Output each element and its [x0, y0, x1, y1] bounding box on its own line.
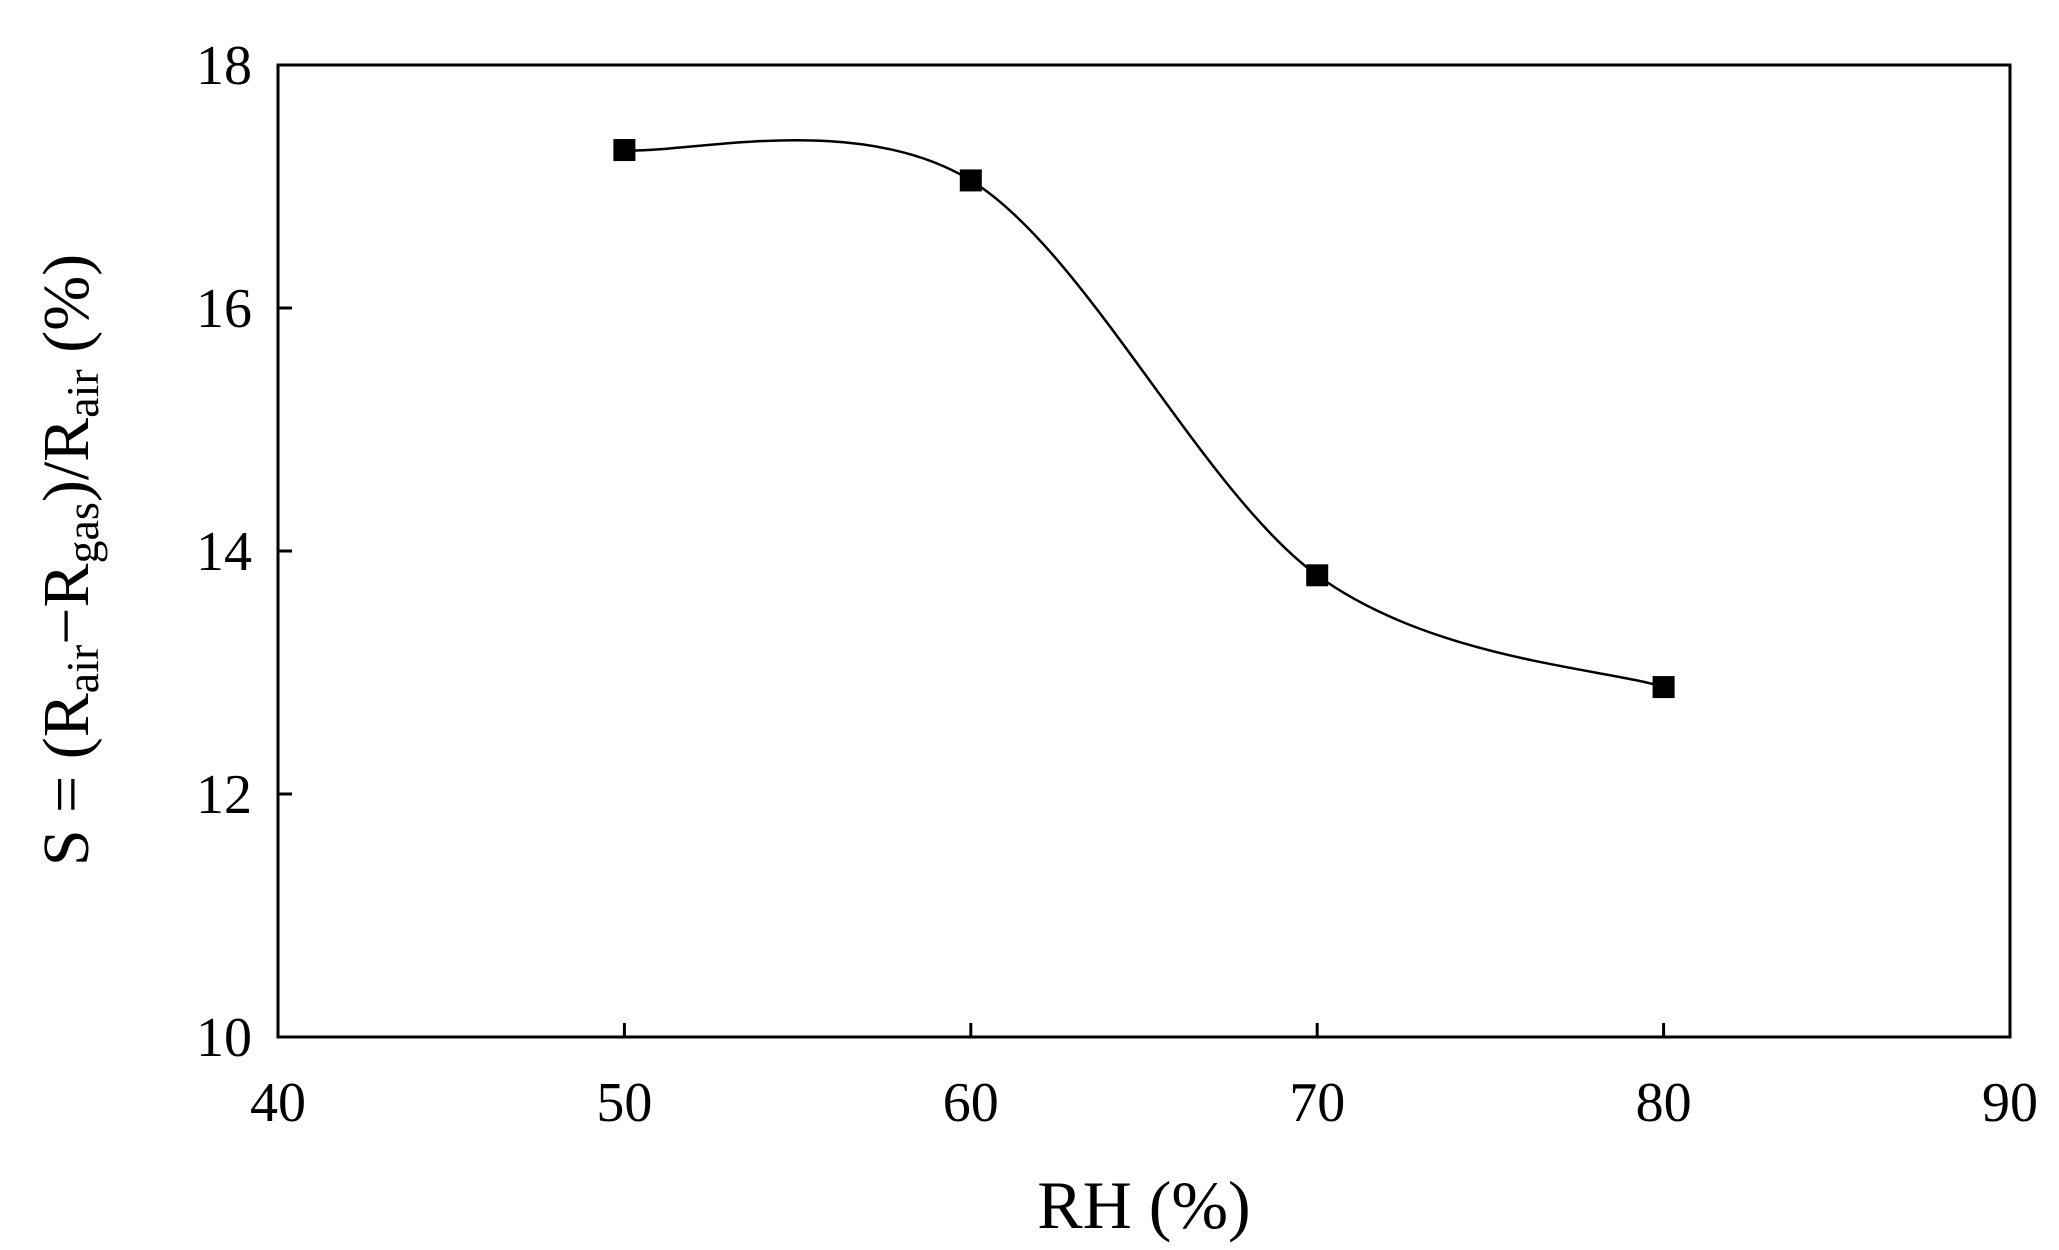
data-point-marker — [959, 169, 982, 192]
data-point-marker — [1652, 676, 1675, 699]
plot-area-frame — [276, 63, 2012, 1039]
data-point-marker — [613, 139, 636, 162]
y-axis-title-part: −R — [30, 563, 103, 644]
y-tick-label: 10 — [196, 1007, 252, 1069]
x-tick-label: 80 — [1636, 1072, 1692, 1134]
y-axis-title-part: S = (R — [30, 693, 103, 866]
series-line — [624, 139, 1664, 689]
x-tick-label: 70 — [1289, 1072, 1345, 1134]
y-axis-title: S = (Rair−Rgas)/Rair (%) — [30, 254, 108, 866]
x-axis-ticks: 40 50 60 70 80 90 — [250, 1023, 2038, 1134]
x-tick-label: 40 — [250, 1072, 306, 1134]
x-axis-title: RH (%) — [1037, 1167, 1250, 1243]
y-axis-ticks: 10 12 14 16 18 — [196, 35, 292, 1069]
x-tick-label: 90 — [1982, 1072, 2038, 1134]
series-layer — [613, 139, 1675, 699]
y-axis-title-subscript: air — [57, 369, 108, 418]
y-axis-title-subscript: air — [57, 645, 108, 694]
y-axis-title-part: )/R — [30, 418, 103, 502]
y-tick-label: 14 — [196, 521, 252, 583]
y-tick-label: 12 — [196, 764, 252, 826]
y-tick-label: 16 — [196, 278, 252, 340]
y-axis-title-part: (%) — [30, 254, 103, 369]
x-tick-label: 60 — [943, 1072, 999, 1134]
x-tick-label: 50 — [596, 1072, 652, 1134]
y-tick-label: 18 — [196, 35, 252, 97]
y-axis-title-subscript: gas — [57, 502, 108, 563]
data-point-marker — [1306, 564, 1329, 587]
